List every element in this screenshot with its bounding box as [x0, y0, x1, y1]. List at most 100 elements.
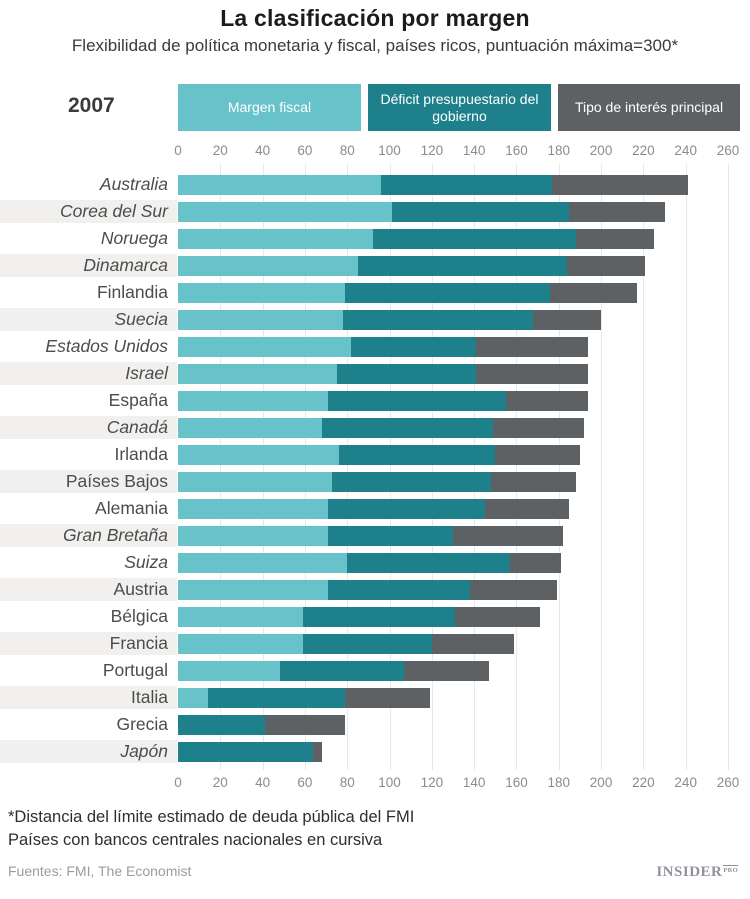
legend-label-fiscal: Margen fiscal	[227, 99, 312, 116]
row-stripe	[0, 632, 177, 655]
stacked-bar	[178, 660, 489, 681]
bar-segment-deficit	[372, 228, 576, 249]
chart-row: Japón	[0, 738, 750, 765]
bar-segment-interest	[493, 417, 585, 438]
gridline	[643, 164, 645, 770]
bar-segment-deficit	[178, 714, 265, 735]
axis-tick-label: 0	[174, 775, 182, 790]
bar-segment-interest	[431, 633, 515, 654]
bar-segment-fiscal	[178, 417, 322, 438]
bar-segment-fiscal	[178, 363, 337, 384]
bar-segment-fiscal	[178, 498, 329, 519]
country-label: Países Bajos	[65, 471, 168, 491]
bar-segment-deficit	[357, 255, 568, 276]
bar-segment-deficit	[338, 444, 496, 465]
stacked-bar	[178, 633, 515, 654]
country-label: Corea del Sur	[60, 201, 168, 221]
stacked-bar	[178, 228, 654, 249]
chart-row: Finlandia	[0, 279, 750, 306]
legend-item-fiscal: Margen fiscal	[178, 84, 361, 131]
bar-segment-interest	[495, 444, 580, 465]
bar-segment-deficit	[328, 498, 485, 519]
axis-tick-label: 0	[174, 143, 182, 158]
bar-segment-interest	[575, 228, 654, 249]
bar-segment-deficit	[279, 660, 405, 681]
country-label: Finlandia	[96, 282, 168, 302]
bar-segment-fiscal	[178, 525, 329, 546]
bar-segment-fiscal	[178, 444, 339, 465]
stacked-bar	[178, 714, 346, 735]
chart-row: España	[0, 387, 750, 414]
legend-item-interest: Tipo de interés principal	[558, 84, 740, 131]
legend-label-interest: Tipo de interés principal	[574, 99, 724, 116]
axis-tick-label: 60	[297, 775, 313, 790]
country-label: Grecia	[116, 714, 168, 734]
axis-top: 0 20 40 60 80 100 120 140 160 180 200 220 240 260	[174, 143, 739, 159]
footnote-italics: Países con bancos centrales nacionales e…	[8, 831, 383, 849]
axis-tick-label: 120	[420, 143, 444, 158]
bar-segment-fiscal	[178, 336, 352, 357]
bar-segment-interest	[484, 498, 570, 519]
axis-bottom: 0 20 40 60 80 100 120 140 160 180 200 220 240 260	[174, 775, 739, 791]
axis-tick-label: 80	[339, 775, 355, 790]
chart-row: Austria	[0, 576, 750, 603]
bar-segment-interest	[452, 525, 563, 546]
bar-segment-interest	[476, 336, 589, 357]
bar-segment-deficit	[178, 741, 314, 762]
row-stripe	[0, 740, 177, 763]
axis-tick-label: 140	[462, 775, 486, 790]
bar-segment-fiscal	[178, 633, 303, 654]
gridline	[304, 164, 306, 770]
row-stripe	[0, 416, 177, 439]
bar-segment-interest	[533, 309, 602, 330]
country-label: Austria	[113, 579, 168, 599]
chart-row: Dinamarca	[0, 252, 750, 279]
bar-segment-fiscal	[178, 282, 346, 303]
axis-tick-label: 160	[505, 143, 528, 158]
stacked-bar	[178, 282, 638, 303]
bar-segment-interest	[505, 390, 589, 411]
chart-rows: Australia Corea del Sur Noruega Dinamarca Fi…	[0, 171, 750, 765]
country-label: Bélgica	[110, 606, 168, 626]
bar-segment-fiscal	[178, 687, 208, 708]
bar-segment-fiscal	[178, 201, 392, 222]
country-label: Estados Unidos	[45, 336, 168, 356]
bar-segment-fiscal	[178, 579, 329, 600]
chart-row: Gran Bretaña	[0, 522, 750, 549]
stacked-bar	[178, 687, 430, 708]
axis-tick-label: 240	[674, 775, 697, 790]
bar-segment-deficit	[302, 633, 432, 654]
bar-segment-interest	[476, 363, 589, 384]
bar-segment-interest	[313, 741, 322, 762]
bar-segment-interest	[345, 687, 430, 708]
gridline	[685, 164, 687, 770]
country-label: España	[108, 390, 168, 410]
page-title: La clasificación por margen	[220, 5, 530, 31]
axis-tick-label: 180	[547, 143, 571, 158]
country-label: Francia	[109, 633, 168, 653]
country-label: Australia	[99, 174, 168, 194]
bar-segment-fiscal	[178, 309, 343, 330]
bar-segment-deficit	[336, 363, 477, 384]
year-label: 2007	[68, 94, 115, 117]
country-label: Noruega	[100, 228, 168, 248]
gridline	[516, 164, 518, 770]
chart-row: Estados Unidos	[0, 333, 750, 360]
chart-row: Corea del Sur	[0, 198, 750, 225]
stacked-bar	[178, 498, 570, 519]
axis-tick-label: 40	[255, 775, 271, 790]
gridline	[347, 164, 349, 770]
bar-segment-interest	[569, 201, 665, 222]
bar-segment-deficit	[332, 471, 492, 492]
row-stripe	[0, 254, 177, 277]
axis-tick-label: 160	[505, 775, 528, 790]
bar-segment-interest	[550, 282, 638, 303]
country-label: Japón	[120, 741, 168, 761]
axis-tick-label: 220	[632, 775, 655, 790]
country-label: Suiza	[124, 552, 168, 572]
country-label: Suecia	[114, 309, 168, 329]
bar-segment-interest	[404, 660, 489, 681]
axis-tick-label: 200	[589, 775, 613, 790]
row-stripe	[0, 578, 177, 601]
